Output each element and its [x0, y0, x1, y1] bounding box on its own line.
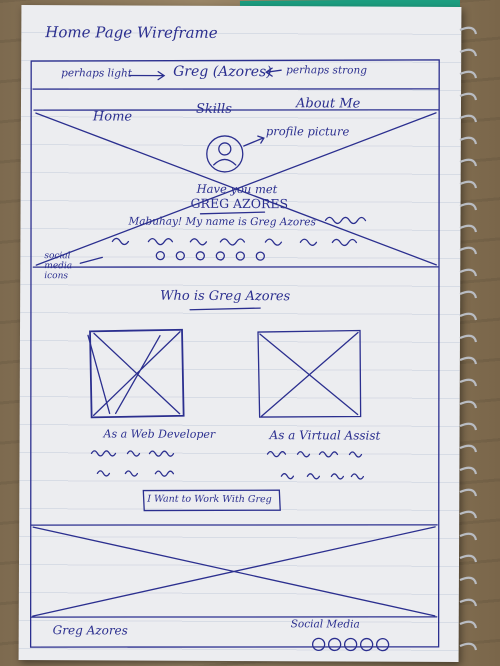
profile-circle [206, 135, 244, 173]
header-right-note: perhaps strong [286, 64, 368, 77]
cta-box [142, 489, 281, 512]
card-1-image [89, 328, 185, 419]
nav-divider [33, 109, 440, 111]
nav-item-home[interactable]: Home [92, 109, 133, 125]
cta-button[interactable]: I Want to Work With Greg [147, 493, 272, 506]
header-divider [32, 88, 440, 90]
nav-item-about-me[interactable]: About Me [295, 96, 361, 112]
header-left-note: perhaps light [61, 67, 133, 80]
arrow-right [264, 67, 282, 77]
profile-note: profile picture [265, 124, 350, 139]
card-2-image [257, 329, 362, 418]
footer-name: Greg Azores [52, 623, 128, 638]
hero-divider [32, 266, 439, 268]
page-title: Home Page Wireframe [45, 23, 218, 42]
arrow-profile [243, 135, 265, 147]
map-top [30, 524, 438, 526]
hero-intro: Mabuhay! My name is Greg Azores [128, 215, 316, 229]
header-brand: Greg (Azores) [173, 63, 272, 81]
hero-line1: Have you met [196, 181, 278, 197]
hero-name: GREG AZORES [190, 195, 289, 212]
map-bottom [30, 616, 438, 618]
about-heading: Who is Greg Azores [160, 288, 291, 305]
hero-x [35, 112, 437, 266]
card-1-label: As a Web Developer [103, 427, 216, 441]
social-note: social media icons [44, 251, 73, 282]
notebook-page: Home Page Wireframe perhaps light Greg (… [18, 5, 462, 662]
card-2-label: As a Virtual Assist [269, 428, 381, 443]
spiral-binding [459, 26, 478, 651]
outer-frame [29, 59, 440, 648]
arrow-left [128, 70, 166, 81]
wireframe-sketch [29, 59, 440, 652]
nav-item-skills[interactable]: Skills [195, 101, 232, 117]
map-x [32, 526, 436, 617]
footer-social-label: Social Media [290, 618, 360, 631]
